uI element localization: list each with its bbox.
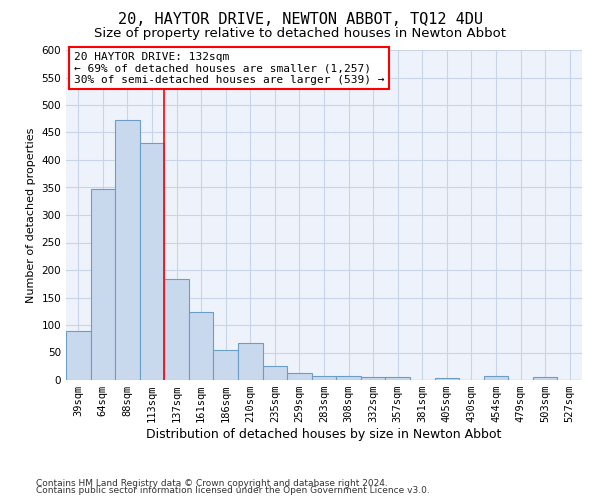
Bar [66, 330, 91, 380]
Bar [312, 376, 336, 380]
Bar [263, 366, 287, 380]
Text: 20 HAYTOR DRIVE: 132sqm
← 69% of detached houses are smaller (1,257)
30% of semi: 20 HAYTOR DRIVE: 132sqm ← 69% of detache… [74, 52, 384, 85]
Bar [336, 376, 361, 380]
Bar [361, 377, 385, 380]
Text: Contains public sector information licensed under the Open Government Licence v3: Contains public sector information licen… [36, 486, 430, 495]
Bar [115, 120, 140, 380]
Bar [140, 144, 164, 380]
Bar [287, 373, 312, 380]
Bar [434, 378, 459, 380]
Text: 20, HAYTOR DRIVE, NEWTON ABBOT, TQ12 4DU: 20, HAYTOR DRIVE, NEWTON ABBOT, TQ12 4DU [118, 12, 482, 28]
Bar [189, 312, 214, 380]
X-axis label: Distribution of detached houses by size in Newton Abbot: Distribution of detached houses by size … [146, 428, 502, 441]
Bar [91, 189, 115, 380]
Text: Size of property relative to detached houses in Newton Abbot: Size of property relative to detached ho… [94, 28, 506, 40]
Bar [484, 376, 508, 380]
Bar [238, 343, 263, 380]
Bar [164, 280, 189, 380]
Y-axis label: Number of detached properties: Number of detached properties [26, 128, 36, 302]
Bar [385, 377, 410, 380]
Bar [214, 350, 238, 380]
Bar [533, 377, 557, 380]
Text: Contains HM Land Registry data © Crown copyright and database right 2024.: Contains HM Land Registry data © Crown c… [36, 478, 388, 488]
